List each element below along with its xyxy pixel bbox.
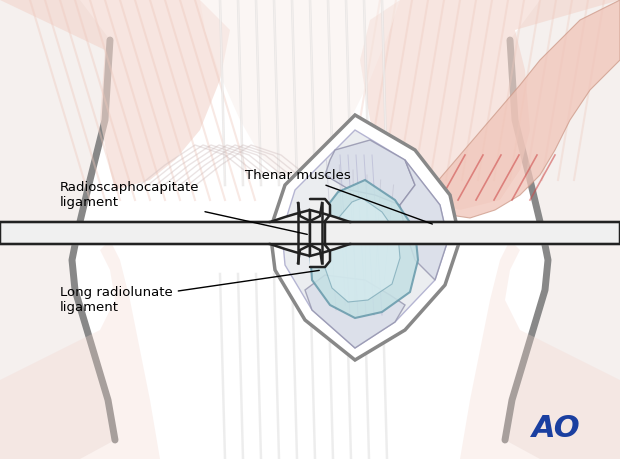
Polygon shape [305,275,405,348]
Polygon shape [400,160,448,280]
Polygon shape [360,0,620,210]
Text: Radioscaphocapitate
ligament: Radioscaphocapitate ligament [60,181,308,235]
Polygon shape [324,198,400,302]
Polygon shape [310,199,330,267]
Text: AO: AO [532,414,580,442]
Text: Thenar muscles: Thenar muscles [245,168,432,224]
Polygon shape [0,240,160,459]
Polygon shape [310,210,620,256]
Polygon shape [282,130,448,348]
Polygon shape [430,0,620,218]
Polygon shape [0,0,115,459]
Polygon shape [505,0,620,459]
Text: Long radiolunate
ligament: Long radiolunate ligament [60,270,319,314]
Polygon shape [398,205,450,285]
Polygon shape [310,180,418,318]
Polygon shape [325,140,415,205]
Polygon shape [0,0,230,190]
Polygon shape [460,240,620,459]
Polygon shape [0,210,310,256]
Polygon shape [200,0,400,180]
Polygon shape [270,115,460,360]
